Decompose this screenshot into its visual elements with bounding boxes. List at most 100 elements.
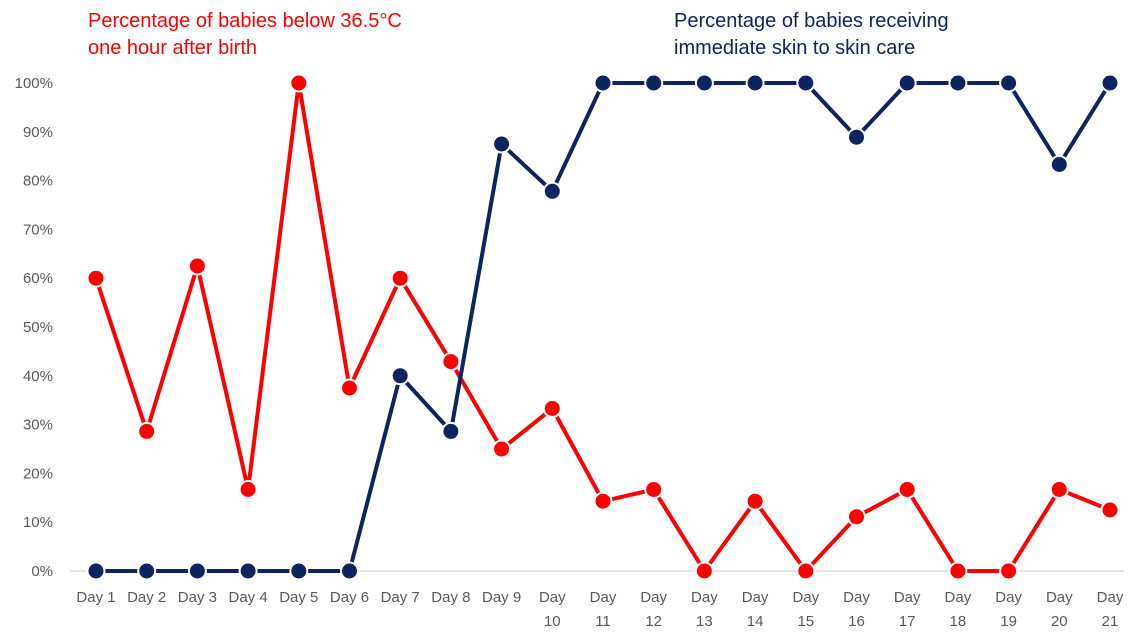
data-point <box>187 561 207 581</box>
x-tick-label-line: 10 <box>544 613 561 630</box>
x-tick-label-line: 18 <box>950 613 967 630</box>
data-point <box>289 73 309 93</box>
x-tick-label-line: 13 <box>696 613 713 630</box>
data-point <box>441 352 461 372</box>
data-point <box>390 366 410 386</box>
x-tick-label: Day 17 <box>894 589 921 630</box>
data-point <box>745 491 765 511</box>
x-tick-label: Day 3 <box>178 589 217 606</box>
x-tick-label: Day 11 <box>590 589 617 630</box>
y-axis: 0% 10% 20% 30% 40% 50% 60% 70% 80% 90% 100% <box>15 75 53 580</box>
data-point <box>847 127 866 147</box>
x-tick-label-line: Day 1 <box>76 589 115 606</box>
x-tick-label: Day 19 <box>995 589 1022 630</box>
x-tick-label: Day 9 <box>482 589 521 606</box>
x-tick-label-line: 15 <box>797 613 814 630</box>
data-point <box>999 561 1019 581</box>
x-tick-label: Day 13 <box>691 589 718 630</box>
data-point <box>948 561 968 581</box>
y-tick-label: 70% <box>23 221 53 238</box>
x-tick-label-line: Day 7 <box>381 589 420 606</box>
x-tick-label-line: Day <box>539 589 566 606</box>
data-point <box>999 73 1019 93</box>
x-tick-label: Day 14 <box>742 589 769 630</box>
x-tick-label: Day 8 <box>431 589 470 606</box>
x-tick-label-line: Day <box>995 589 1022 606</box>
x-tick-label-line: 19 <box>1000 613 1017 630</box>
x-tick-label-line: Day 4 <box>229 589 268 606</box>
x-tick-label: Day 1 <box>76 589 115 606</box>
legend-red-line-1: Percentage of babies below 36.5°C <box>88 10 402 32</box>
data-point <box>542 181 562 201</box>
x-tick-label: Day 20 <box>1046 589 1073 630</box>
x-tick-label-line: Day <box>691 589 718 606</box>
data-point <box>492 439 512 459</box>
data-point <box>948 73 968 93</box>
y-tick-label: 100% <box>15 75 53 92</box>
series-layer <box>86 73 1120 581</box>
data-point <box>796 73 816 93</box>
y-tick-label: 50% <box>23 319 53 336</box>
x-tick-label-line: Day 5 <box>279 589 318 606</box>
data-point <box>1049 155 1069 174</box>
data-point <box>86 561 106 581</box>
x-tick-label-line: Day 6 <box>330 589 369 606</box>
data-point <box>238 480 258 499</box>
x-tick-label-line: Day <box>590 589 617 606</box>
x-tick-label: Day 5 <box>279 589 318 606</box>
x-tick-label-line: 17 <box>899 613 916 630</box>
legend-navy-series: Percentage of babies receiving immediate… <box>674 10 954 59</box>
x-tick-label-line: Day <box>640 589 667 606</box>
x-tick-label-line: 12 <box>645 613 662 630</box>
x-tick-label: Day 21 <box>1097 589 1124 630</box>
x-tick-label: Day 12 <box>640 589 667 630</box>
x-tick-label: Day 2 <box>127 589 166 606</box>
data-point <box>897 480 917 499</box>
legend-navy-line-1: Percentage of babies receiving <box>674 10 949 32</box>
x-tick-label-line: Day 3 <box>178 589 217 606</box>
x-tick-label-line: Day 8 <box>431 589 470 606</box>
data-point <box>593 73 613 93</box>
x-tick-label-line: Day 2 <box>127 589 166 606</box>
x-tick-label-line: Day <box>894 589 921 606</box>
data-point <box>1100 73 1120 93</box>
y-tick-label: 20% <box>23 465 53 482</box>
x-tick-label-line: 16 <box>848 613 865 630</box>
legend-red-series: Percentage of babies below 36.5°C one ho… <box>88 10 407 59</box>
series-0 <box>86 73 1120 581</box>
x-tick-label: Day 4 <box>229 589 268 606</box>
data-point <box>847 507 866 527</box>
x-tick-label-line: Day <box>843 589 870 606</box>
y-tick-label: 40% <box>23 368 53 385</box>
y-tick-label: 90% <box>23 124 53 141</box>
x-tick-label-line: 20 <box>1051 613 1068 630</box>
x-tick-label-line: Day 9 <box>482 589 521 606</box>
data-point <box>897 73 917 93</box>
x-tick-label: Day 10 <box>539 589 566 630</box>
data-point <box>289 561 309 581</box>
y-tick-label: 0% <box>31 563 53 580</box>
data-point <box>694 73 714 93</box>
x-tick-label-line: Day <box>792 589 819 606</box>
data-point <box>542 399 562 418</box>
data-point <box>238 561 258 581</box>
y-tick-label: 80% <box>23 173 53 190</box>
data-point <box>694 561 714 581</box>
x-tick-label: Day 6 <box>330 589 369 606</box>
x-tick-label-line: 21 <box>1102 613 1119 630</box>
x-tick-label-line: Day <box>1097 589 1124 606</box>
x-tick-label: Day 15 <box>792 589 819 630</box>
x-tick-label: Day 16 <box>843 589 870 630</box>
data-point <box>796 561 816 581</box>
x-tick-label-line: 11 <box>595 613 611 630</box>
data-point <box>340 561 359 581</box>
legend-red-line-2: one hour after birth <box>88 37 257 59</box>
data-point <box>593 491 613 511</box>
y-tick-label: 10% <box>23 514 53 531</box>
series-1 <box>86 73 1120 581</box>
x-tick-label-line: Day <box>945 589 972 606</box>
data-point <box>137 561 157 581</box>
data-point <box>86 268 106 288</box>
x-axis: Day 1 Day 2 Day 3 Day 4 Day 5 Day 6 Day 7 Day 8… <box>70 570 1124 630</box>
